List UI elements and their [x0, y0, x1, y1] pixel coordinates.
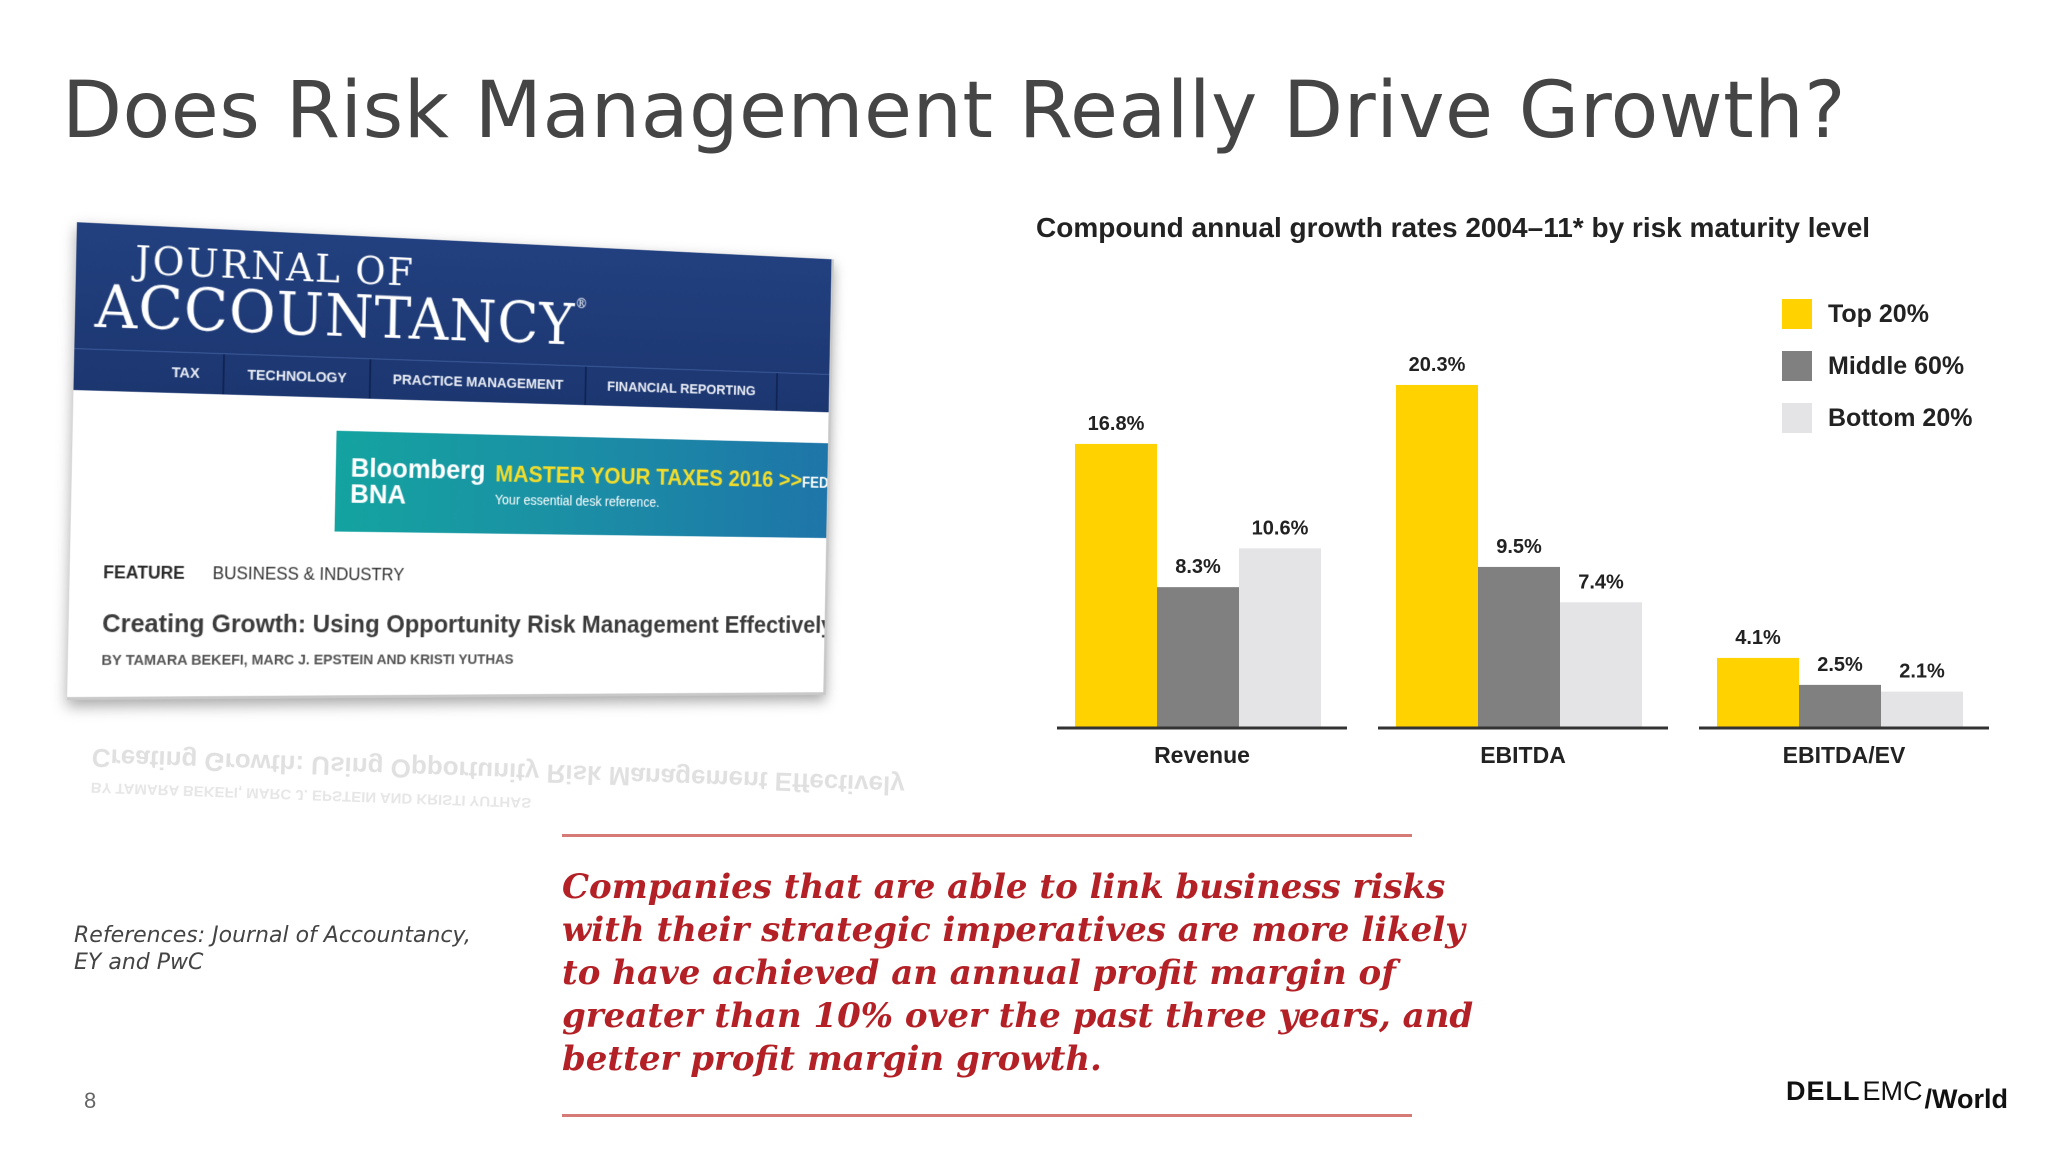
nav-item-tax[interactable]: TAX — [73, 349, 225, 395]
article-reflection: BY TAMARA BEKEFI, MARC J. EPSTEIN AND KR… — [91, 696, 914, 825]
quote-line: to have achieved an annual profit margin… — [562, 953, 1396, 993]
quote-rule-bottom — [562, 1114, 1412, 1117]
pull-quote: Companies that are able to link business… — [562, 866, 1474, 1081]
article-headline: Creating Growth: Using Opportunity Risk … — [101, 608, 834, 639]
slide-title: Does Risk Management Really Drive Growth… — [62, 66, 1847, 156]
bar-chart: 16.8% 8.3% 10.6% Revenue 20.3% 9.5% 7.4% EBITDA… — [1057, 354, 1989, 768]
legend-label-top: Top 20% — [1828, 299, 1929, 328]
legend-label-middle: Middle 60% — [1828, 351, 1965, 380]
data-label-revenue-top: 16.8% — [1088, 413, 1145, 435]
quote-line: Companies that are able to link business… — [562, 867, 1446, 907]
category-label-revenue: Revenue — [1154, 742, 1250, 768]
quote-rule-top — [562, 834, 1412, 837]
bar-revenue-bottom — [1239, 548, 1321, 727]
journal-nav: TAX TECHNOLOGY PRACTICE MANAGEMENT FINAN… — [73, 348, 830, 413]
brand-world: /World — [1924, 1084, 2009, 1114]
legend-swatch-top — [1782, 299, 1812, 329]
nav-item-practice-management[interactable]: PRACTICE MANAGEMENT — [370, 359, 587, 406]
bar-ebitda-bottom — [1560, 602, 1642, 727]
nav-item-financial-reporting[interactable]: FINANCIAL REPORTING — [585, 366, 778, 411]
ad-brand-line-2: BNA — [349, 478, 407, 510]
ad-headline: MASTER YOUR TAXES 2016 >>FED — [495, 461, 829, 494]
ad-subtext: Your essential desk reference. — [494, 491, 660, 510]
article-page: JOURNAL OF ACCOUNTANCY® TAX TECHNOLOGY P… — [67, 222, 834, 701]
legend-label-bottom: Bottom 20% — [1828, 403, 1973, 432]
legend-swatch-bottom — [1782, 403, 1812, 433]
article-tags: FEATURE BUSINESS & INDUSTRY — [103, 562, 404, 585]
category-label-ebitda-ev: EBITDA/EV — [1783, 742, 1906, 768]
references-line-1: References: Journal of Accountancy, — [74, 923, 471, 948]
references-line-2: EY and PwC — [74, 950, 204, 975]
ad-text: MASTER YOUR TAXES 2016 >>FED Your essent… — [495, 461, 829, 512]
tag-feature[interactable]: FEATURE — [103, 562, 185, 583]
data-label-ebitda-top: 20.3% — [1409, 354, 1466, 376]
data-label-ebitda-middle: 9.5% — [1496, 536, 1542, 558]
ad-headline-tail: FED — [801, 475, 829, 492]
brand-dell: DELL — [1786, 1076, 1861, 1106]
quote-line: with their strategic imperatives are mor… — [562, 910, 1465, 950]
bar-revenue-middle — [1157, 587, 1239, 727]
logo-registered-mark: ® — [575, 296, 589, 313]
chart-title: Compound annual growth rates 2004–11* by… — [1036, 212, 1871, 243]
category-label-ebitda: EBITDA — [1480, 742, 1566, 768]
brand-emc: EMC — [1862, 1076, 1923, 1106]
ad-headline-text: MASTER YOUR TAXES 2016 >> — [495, 461, 803, 493]
nav-item-technology[interactable]: TECHNOLOGY — [224, 354, 372, 399]
quote-line: greater than 10% over the past three yea… — [562, 996, 1474, 1036]
legend-item-top: Top 20% — [1782, 288, 1972, 340]
ad-banner[interactable]: Bloomberg BNA MASTER YOUR TAXES 2016 >>F… — [334, 430, 834, 539]
data-label-revenue-middle: 8.3% — [1175, 556, 1221, 578]
journal-logo: JOURNAL OF ACCOUNTANCY® — [94, 238, 589, 359]
legend-item-middle: Middle 60% — [1782, 340, 1972, 392]
legend-swatch-middle — [1782, 351, 1812, 381]
article-byline: BY TAMARA BEKEFI, MARC J. EPSTEIN AND KR… — [101, 651, 514, 669]
article-screenshot: JOURNAL OF ACCOUNTANCY® TAX TECHNOLOGY P… — [67, 222, 914, 862]
bar-ebitda-ev-bottom — [1881, 691, 1963, 727]
ad-brand: Bloomberg BNA — [335, 453, 496, 510]
page-number: 8 — [84, 1088, 97, 1113]
bar-ebitda-ev-middle — [1799, 684, 1881, 727]
bar-ebitda-middle — [1478, 566, 1560, 727]
journal-header: JOURNAL OF ACCOUNTANCY® TAX TECHNOLOGY P… — [73, 222, 832, 413]
tag-topic[interactable]: BUSINESS & INDUSTRY — [212, 563, 405, 585]
data-label-ebitda-bottom: 7.4% — [1578, 571, 1624, 593]
bar-ebitda-top — [1396, 384, 1478, 727]
dell-emc-world-logo: DELL EMC /World — [1786, 1076, 2008, 1114]
legend-item-bottom: Bottom 20% — [1782, 392, 1972, 444]
data-label-revenue-bottom: 10.6% — [1252, 517, 1309, 539]
quote-line: better profit margin growth. — [562, 1039, 1102, 1079]
references: References: Journal of Accountancy, EY a… — [74, 922, 471, 976]
bar-ebitda-ev-top — [1717, 657, 1799, 727]
bar-revenue-top — [1075, 443, 1157, 727]
data-label-ebitda-ev-middle: 2.5% — [1817, 654, 1863, 676]
data-label-ebitda-ev-top: 4.1% — [1735, 627, 1781, 649]
chart-legend: Top 20% Middle 60% Bottom 20% — [1782, 288, 1972, 444]
data-label-ebitda-ev-bottom: 2.1% — [1899, 661, 1945, 683]
